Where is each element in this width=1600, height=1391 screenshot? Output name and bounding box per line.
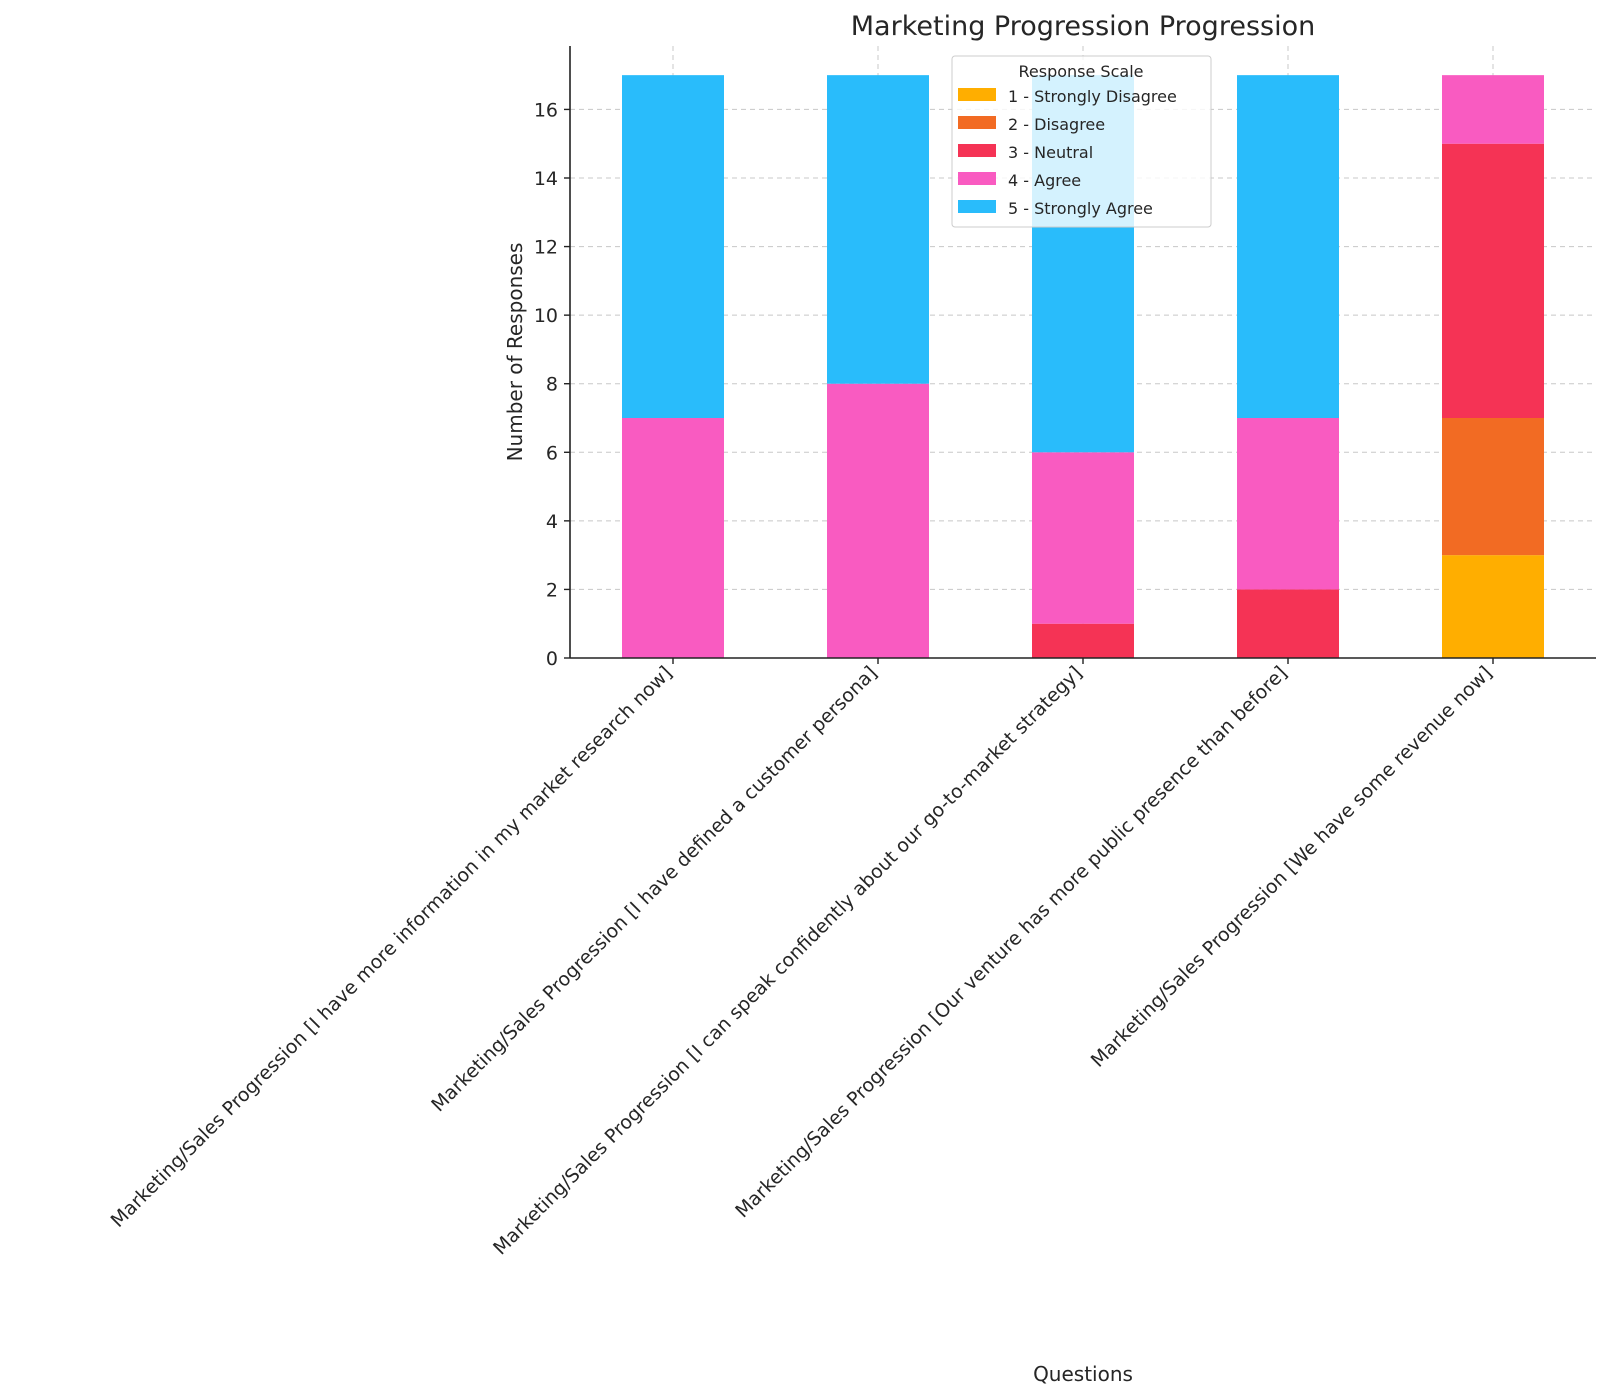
legend-swatch-3 [958, 144, 996, 157]
y-tick-label-7: 14 [534, 168, 558, 190]
y-tick-label-3: 6 [546, 442, 558, 464]
bar-segment-q5-s4 [1442, 75, 1544, 144]
y-tick-label-2: 4 [546, 511, 558, 533]
y-tick-label-5: 10 [534, 305, 558, 327]
bar-segment-q3-s4 [1032, 452, 1134, 624]
bar-segment-q5-s1 [1442, 555, 1544, 658]
y-tick-label-4: 8 [546, 374, 558, 396]
x-axis-label: Questions [1033, 1362, 1133, 1386]
bar-segment-q1-s4 [622, 418, 724, 658]
axes [564, 46, 1596, 664]
legend-title: Response Scale [1019, 62, 1144, 81]
chart-title: Marketing Progression Progression [851, 11, 1315, 42]
bar-segment-q4-s4 [1237, 418, 1339, 590]
y-axis-label: Number of Responses [503, 243, 527, 462]
y-tick-labels: 0 2 4 6 8 10 12 14 16 [534, 99, 558, 670]
y-tick-label-0: 0 [546, 648, 558, 670]
x-tick-label-1: Marketing/Sales Progression [I have defi… [427, 662, 881, 1116]
legend-frame [951, 55, 1212, 228]
legend-swatch-1 [958, 88, 996, 101]
legend-label-3: 3 - Neutral [1008, 143, 1093, 162]
legend-swatch-2 [958, 116, 996, 129]
bar-segment-q4-s3 [1237, 589, 1339, 658]
x-tick-labels: Marketing/Sales Progression [I have more… [107, 662, 1497, 1259]
y-tick-label-6: 12 [534, 237, 558, 259]
bar-segment-q2-s4 [827, 383, 929, 658]
bar-segment-q4-s5 [1237, 75, 1339, 419]
legend-label-2: 2 - Disagree [1008, 115, 1105, 134]
legend-swatch-4 [958, 172, 996, 185]
bar-segment-q5-s2 [1442, 418, 1544, 556]
legend: Response Scale 1 - Strongly Disagree 2 - … [951, 55, 1212, 228]
bar-segment-q2-s5 [827, 75, 929, 384]
bar-segment-q5-s3 [1442, 143, 1544, 418]
legend-swatch-5 [958, 200, 996, 213]
x-tick-label-4: Marketing/Sales Progression [We have som… [1087, 662, 1497, 1072]
legend-label-4: 4 - Agree [1008, 171, 1081, 190]
bar-segment-q3-s3 [1032, 623, 1134, 658]
legend-label-1: 1 - Strongly Disagree [1008, 87, 1177, 106]
y-tick-label-8: 16 [534, 99, 558, 121]
y-tick-label-1: 2 [546, 579, 558, 601]
legend-label-5: 5 - Strongly Agree [1008, 199, 1153, 218]
legend-items: 1 - Strongly Disagree 2 - Disagree 3 - Neu… [958, 87, 1177, 218]
bar-segment-q1-s5 [622, 75, 724, 419]
